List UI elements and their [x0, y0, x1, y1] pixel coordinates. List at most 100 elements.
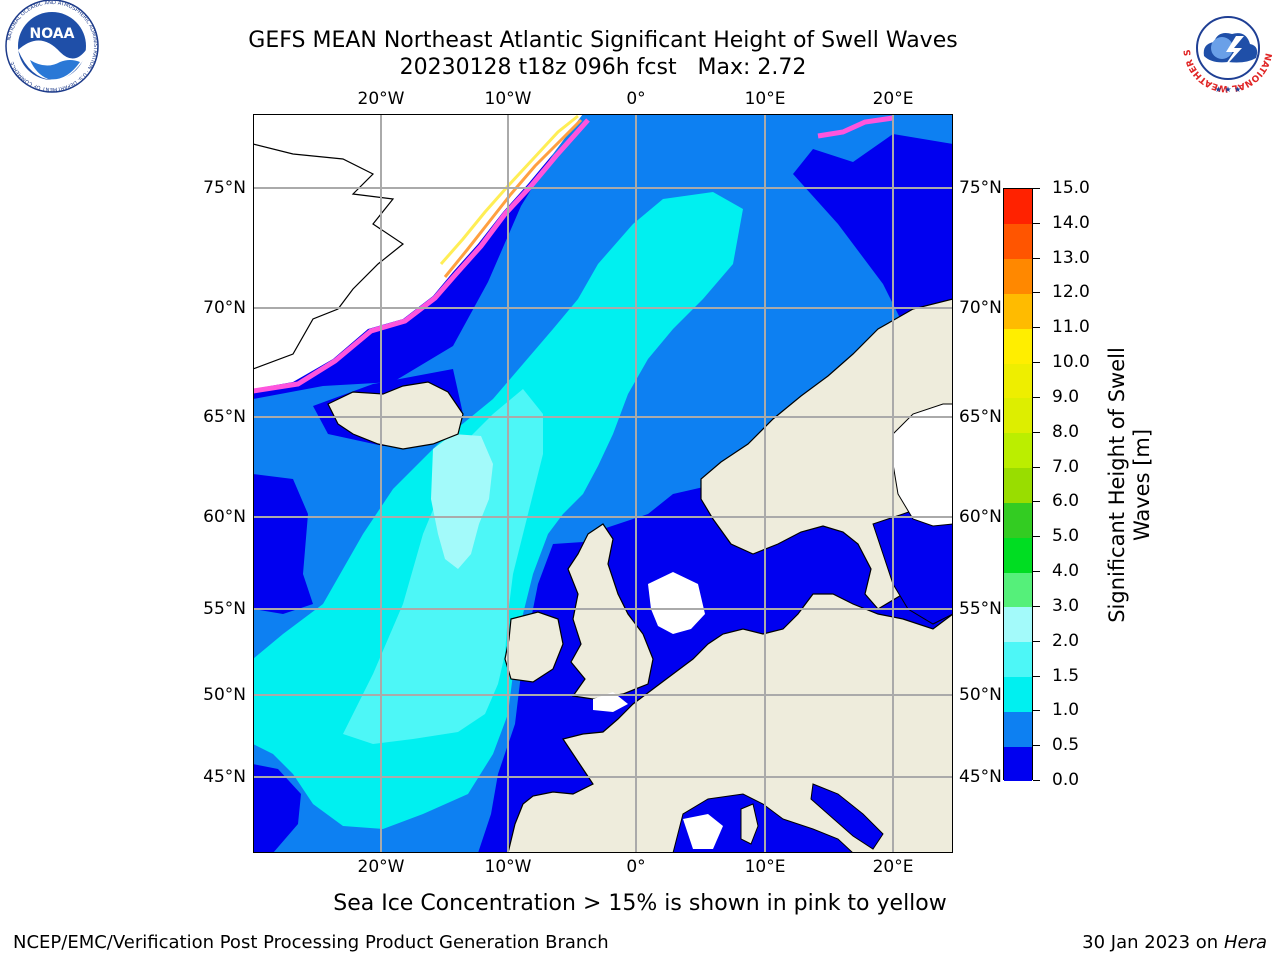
colorbar-tick-mark [1033, 571, 1040, 573]
colorbar-tick-label: 0.5 [1052, 735, 1080, 756]
colorbar-tick-mark [1033, 188, 1040, 189]
noaa-logo: NOAA NATIONAL OCEANIC AND ATMOSPHERIC AD… [5, 0, 99, 93]
greenland-coast [253, 143, 405, 370]
longitude-label-top: 10°W [484, 89, 532, 109]
ocean-pale-core [431, 434, 493, 569]
colorbar-tick-label: 1.0 [1052, 700, 1080, 721]
colorbar-segment [1004, 293, 1032, 329]
colorbar-segment [1004, 223, 1032, 260]
latitude-label-right: 55°N [959, 599, 1002, 619]
latitude-label-right: 50°N [959, 685, 1002, 705]
colorbar-segment [1004, 432, 1032, 469]
mediterranean-sea [672, 793, 854, 853]
ice-edge-orange [443, 118, 583, 278]
latitude-label-right: 70°N [959, 298, 1002, 318]
colorbar-segment [1004, 572, 1032, 608]
colorbar-segment [1004, 189, 1032, 225]
north-sea-white [648, 572, 705, 634]
colorbar-tick-mark [1033, 710, 1040, 712]
colorbar-tick-label: 7.0 [1052, 456, 1080, 477]
adriatic-sea [810, 783, 884, 850]
nws-logo: NATIONAL WEATHER SERVICE ★ ★ ★ [1176, 0, 1274, 94]
sardinia [740, 803, 759, 845]
latitude-label-right: 45°N [959, 767, 1002, 787]
latitude-label-right: 75°N [959, 178, 1002, 198]
longitude-label-top: 20°W [357, 89, 405, 109]
colorbar-tick-mark [1033, 780, 1040, 781]
colorbar-segment [1004, 502, 1032, 538]
colorbar-title-line2: Waves [m] [1130, 428, 1154, 542]
iceland [327, 381, 464, 450]
colorbar-title: Significant Height of Swell Waves [m] [1105, 347, 1155, 623]
greenland-region [253, 114, 583, 389]
map-title: GEFS MEAN Northeast Atlantic Significant… [248, 28, 958, 53]
ice-edge-pink [253, 118, 590, 394]
svg-text:NOAA: NOAA [30, 26, 75, 42]
latitude-label-left: 65°N [203, 407, 246, 427]
colorbar-segment [1004, 537, 1032, 573]
colorbar-tick-label: 4.0 [1052, 561, 1080, 582]
date-text: 30 Jan 2023 on [1082, 932, 1224, 953]
colorbar-segment [1004, 606, 1032, 643]
colorbar-tick-mark [1033, 396, 1040, 398]
longitude-label-top: 20°E [872, 89, 914, 109]
colorbar-tick-mark [1033, 536, 1040, 538]
colorbar-tick-label: 6.0 [1052, 491, 1080, 512]
latitude-label-left: 60°N [203, 507, 246, 527]
colorbar-title-line1: Significant Height of Swell [1105, 347, 1129, 623]
colorbar-segment [1004, 258, 1032, 294]
ice-patch-svalbard [817, 115, 894, 139]
continental-europe [507, 593, 953, 853]
colorbar-tick-label: 0.0 [1052, 770, 1080, 790]
longitude-label-bottom: 10°W [484, 857, 532, 877]
colorbar-segment [1004, 746, 1032, 782]
colorbar-tick-label: 5.0 [1052, 526, 1080, 547]
colorbar-tick-mark [1033, 605, 1040, 607]
latitude-label-left: 50°N [203, 685, 246, 705]
colorbar-segment [1004, 467, 1032, 503]
ocean-low-patch-west [253, 474, 313, 614]
longitude-label-bottom: 20°W [357, 857, 405, 877]
longitude-label-top: 0° [626, 89, 646, 109]
generation-date: 30 Jan 2023 on Hera [1082, 932, 1267, 954]
colorbar-segment [1004, 363, 1032, 399]
colorbar [1003, 188, 1033, 782]
latitude-label-right: 60°N [959, 507, 1002, 527]
longitude-label-bottom: 0° [626, 857, 646, 877]
channel-white [593, 692, 628, 712]
colorbar-tick-label: 13.0 [1052, 247, 1090, 268]
ocean-light-field [343, 389, 543, 744]
colorbar-tick-mark [1033, 745, 1040, 747]
med-white [683, 814, 723, 849]
longitude-label-bottom: 20°E [872, 857, 914, 877]
colorbar-tick-mark [1033, 292, 1040, 294]
bothnia-white [892, 403, 953, 527]
latitude-label-left: 55°N [203, 599, 246, 619]
latitude-label-right: 65°N [959, 407, 1002, 427]
machine-name: Hera [1223, 932, 1267, 953]
colorbar-segment [1004, 641, 1032, 678]
colorbar-tick-mark [1033, 257, 1040, 259]
producer-credit: NCEP/EMC/Verification Post Processing Pr… [13, 932, 609, 953]
colorbar-tick-mark [1033, 466, 1040, 468]
colorbar-segment [1004, 711, 1032, 747]
colorbar-tick-label: 3.0 [1052, 595, 1080, 616]
colorbar-tick-label: 14.0 [1052, 212, 1090, 233]
colorbar-segment [1004, 676, 1032, 712]
svg-text:★ ★ ★: ★ ★ ★ [1215, 85, 1242, 94]
colorbar-segment [1004, 328, 1032, 364]
colorbar-tick-label: 12.0 [1052, 282, 1090, 303]
map-canvas [253, 114, 953, 853]
colorbar-tick-mark [1033, 222, 1040, 224]
colorbar-tick-mark [1033, 327, 1040, 329]
colorbar-tick-mark [1033, 362, 1040, 364]
latitude-label-left: 75°N [203, 178, 246, 198]
longitude-label-bottom: 10°E [744, 857, 786, 877]
colorbar-tick-label: 11.0 [1052, 317, 1090, 338]
colorbar-tick-label: 2.0 [1052, 630, 1080, 651]
latitude-label-left: 45°N [203, 767, 246, 787]
graticule [253, 114, 953, 853]
colorbar-tick-mark [1033, 501, 1040, 503]
longitude-label-top: 10°E [744, 89, 786, 109]
colorbar-segment [1004, 397, 1032, 434]
